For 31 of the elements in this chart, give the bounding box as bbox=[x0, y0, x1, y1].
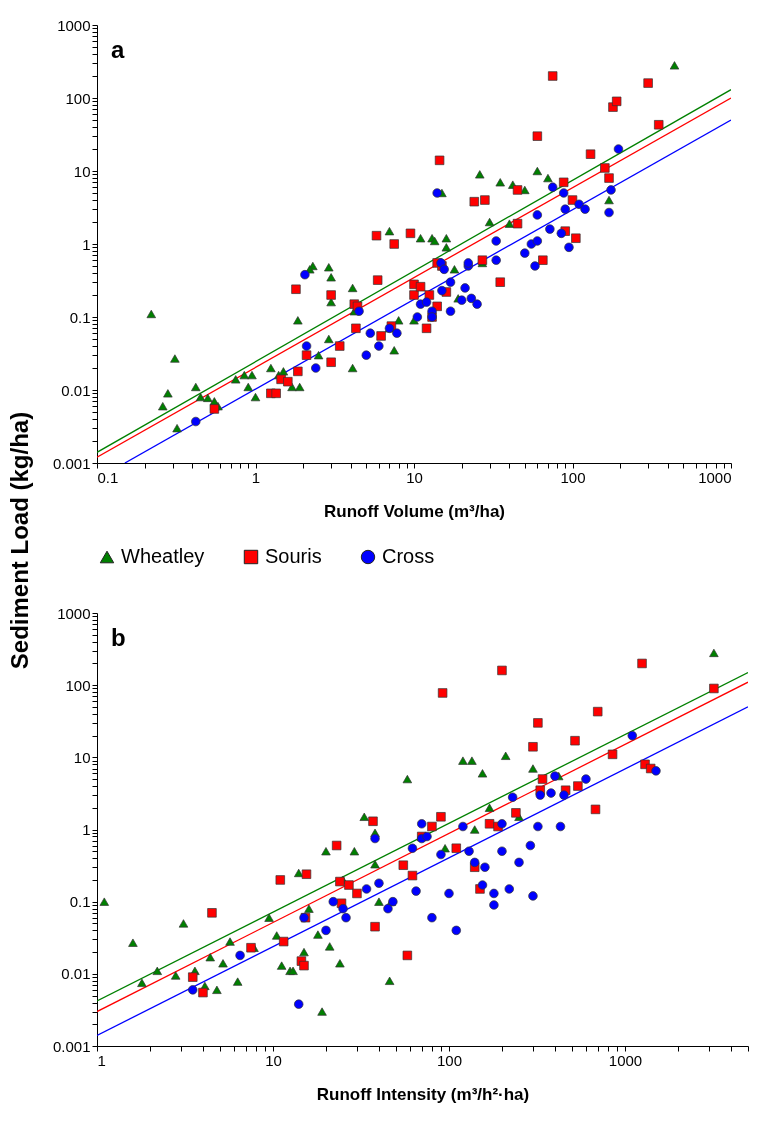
y-tick-label: 0.01 bbox=[61, 381, 91, 399]
x-tick-label: 1 bbox=[97, 1051, 106, 1069]
x-tick-label: 0.1 bbox=[97, 468, 119, 486]
y-tick-label: 100 bbox=[65, 89, 91, 107]
x-axis-title: Runoff Volume (m³/ha) bbox=[324, 501, 505, 521]
chart-title: a bbox=[111, 36, 125, 63]
y-tick-label: 1000 bbox=[57, 16, 91, 34]
y-axis-title: Sediment Load (kg/ha) bbox=[5, 411, 33, 670]
y-tick-label: 1 bbox=[82, 821, 91, 838]
legend-label: Souris bbox=[265, 545, 322, 567]
x-tick-label: 100 bbox=[560, 468, 586, 486]
y-tick-label: 10 bbox=[73, 162, 91, 180]
y-tick-label: 100 bbox=[65, 676, 91, 694]
x-tick-label: 10 bbox=[265, 1051, 282, 1069]
x-tick-label: 10 bbox=[406, 468, 423, 486]
x-tick-label: 1 bbox=[251, 468, 261, 486]
y-tick-label: 0.01 bbox=[61, 965, 91, 983]
x-tick-label: 1000 bbox=[698, 468, 732, 486]
y-tick-label: 0.1 bbox=[69, 308, 91, 326]
legend-label: Wheatley bbox=[121, 545, 205, 567]
x-axis-title: Runoff Intensity (m³/h²·ha) bbox=[316, 1084, 530, 1104]
legend-label: Cross bbox=[382, 545, 435, 567]
y-tick-label: 0.001 bbox=[52, 1037, 91, 1055]
x-tick-label: 100 bbox=[436, 1051, 463, 1069]
y-tick-label: 0.1 bbox=[69, 893, 91, 911]
y-tick-label: 1000 bbox=[57, 604, 91, 622]
x-tick-label: 1000 bbox=[608, 1051, 643, 1069]
text: b bbox=[111, 624, 126, 651]
y-tick-label: 0.001 bbox=[52, 454, 91, 472]
y-tick-label: 10 bbox=[73, 748, 91, 766]
y-tick-label: 1 bbox=[82, 235, 91, 253]
